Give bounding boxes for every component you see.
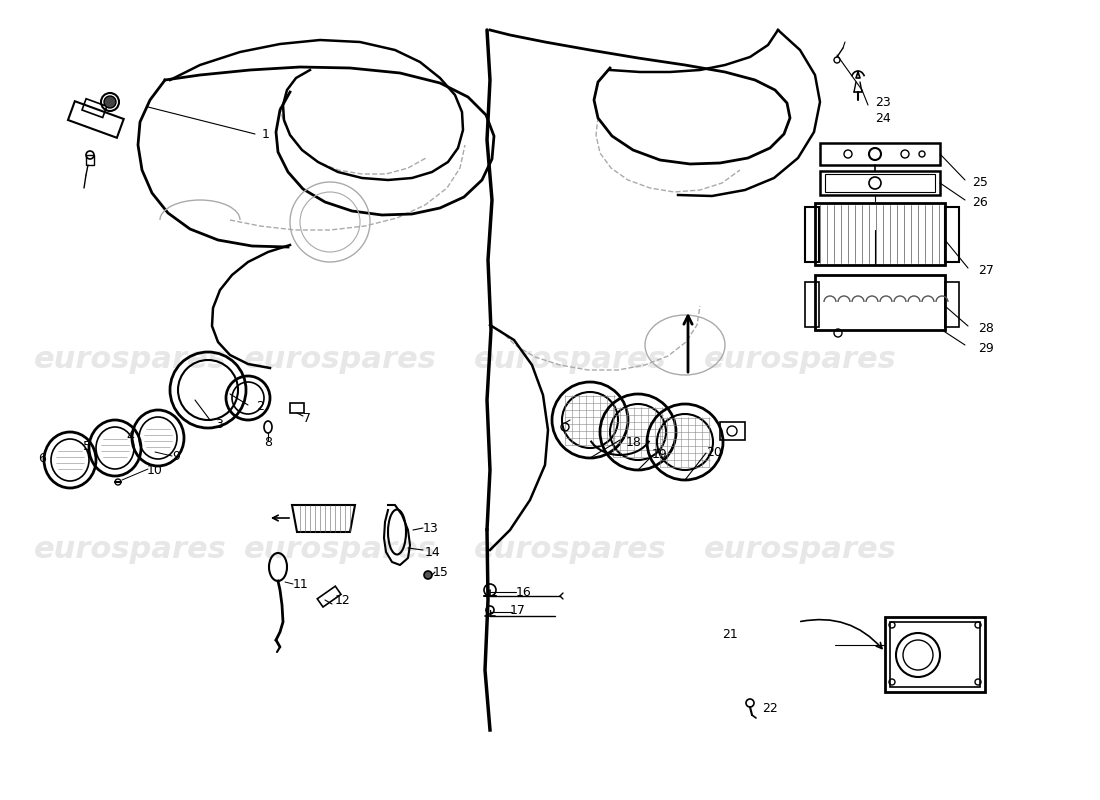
Text: 12: 12: [336, 594, 351, 606]
Text: 11: 11: [293, 578, 309, 591]
Text: eurospares: eurospares: [474, 346, 667, 374]
Text: 25: 25: [972, 177, 988, 190]
Text: 7: 7: [302, 411, 311, 425]
Bar: [945, 207, 959, 262]
Text: 26: 26: [972, 195, 988, 209]
Bar: [805, 282, 820, 327]
Text: 18: 18: [626, 435, 642, 449]
Bar: [82, 98, 107, 118]
Text: 2: 2: [256, 401, 264, 414]
Bar: [945, 282, 959, 327]
Text: 17: 17: [510, 603, 526, 617]
Text: 16: 16: [516, 586, 531, 598]
Text: 8: 8: [264, 435, 272, 449]
Bar: [820, 171, 940, 195]
Bar: [68, 102, 123, 138]
Bar: [820, 143, 940, 165]
Text: 9: 9: [172, 450, 180, 463]
Bar: [815, 203, 945, 265]
Text: eurospares: eurospares: [243, 346, 437, 374]
Text: 1: 1: [262, 127, 270, 141]
Text: 23: 23: [874, 95, 891, 109]
Text: 14: 14: [425, 546, 441, 558]
Bar: [825, 174, 935, 192]
Bar: [805, 207, 820, 262]
Text: 6: 6: [39, 451, 46, 465]
Text: eurospares: eurospares: [243, 535, 437, 565]
Text: 20: 20: [706, 446, 722, 459]
Bar: [886, 617, 984, 692]
Text: 3: 3: [214, 418, 223, 430]
Text: 27: 27: [978, 263, 994, 277]
Text: eurospares: eurospares: [474, 535, 667, 565]
Text: 29: 29: [978, 342, 993, 354]
Text: 22: 22: [762, 702, 778, 714]
Text: 24: 24: [874, 113, 891, 126]
Bar: [317, 586, 341, 607]
Bar: [890, 622, 980, 687]
Text: 19: 19: [652, 449, 668, 462]
Circle shape: [424, 571, 432, 579]
Text: 4: 4: [126, 430, 134, 442]
Text: eurospares: eurospares: [704, 346, 896, 374]
Text: 5: 5: [82, 439, 91, 453]
Bar: [720, 422, 745, 440]
Text: 15: 15: [433, 566, 449, 578]
Polygon shape: [292, 505, 355, 532]
Text: 13: 13: [424, 522, 439, 534]
Text: eurospares: eurospares: [34, 346, 227, 374]
Bar: [815, 275, 945, 330]
Text: 10: 10: [147, 463, 163, 477]
Bar: [86, 155, 94, 165]
Text: eurospares: eurospares: [34, 535, 227, 565]
Text: eurospares: eurospares: [704, 535, 896, 565]
Text: 21: 21: [722, 629, 738, 642]
Circle shape: [104, 96, 116, 108]
Text: 28: 28: [978, 322, 994, 335]
Bar: [290, 403, 304, 413]
